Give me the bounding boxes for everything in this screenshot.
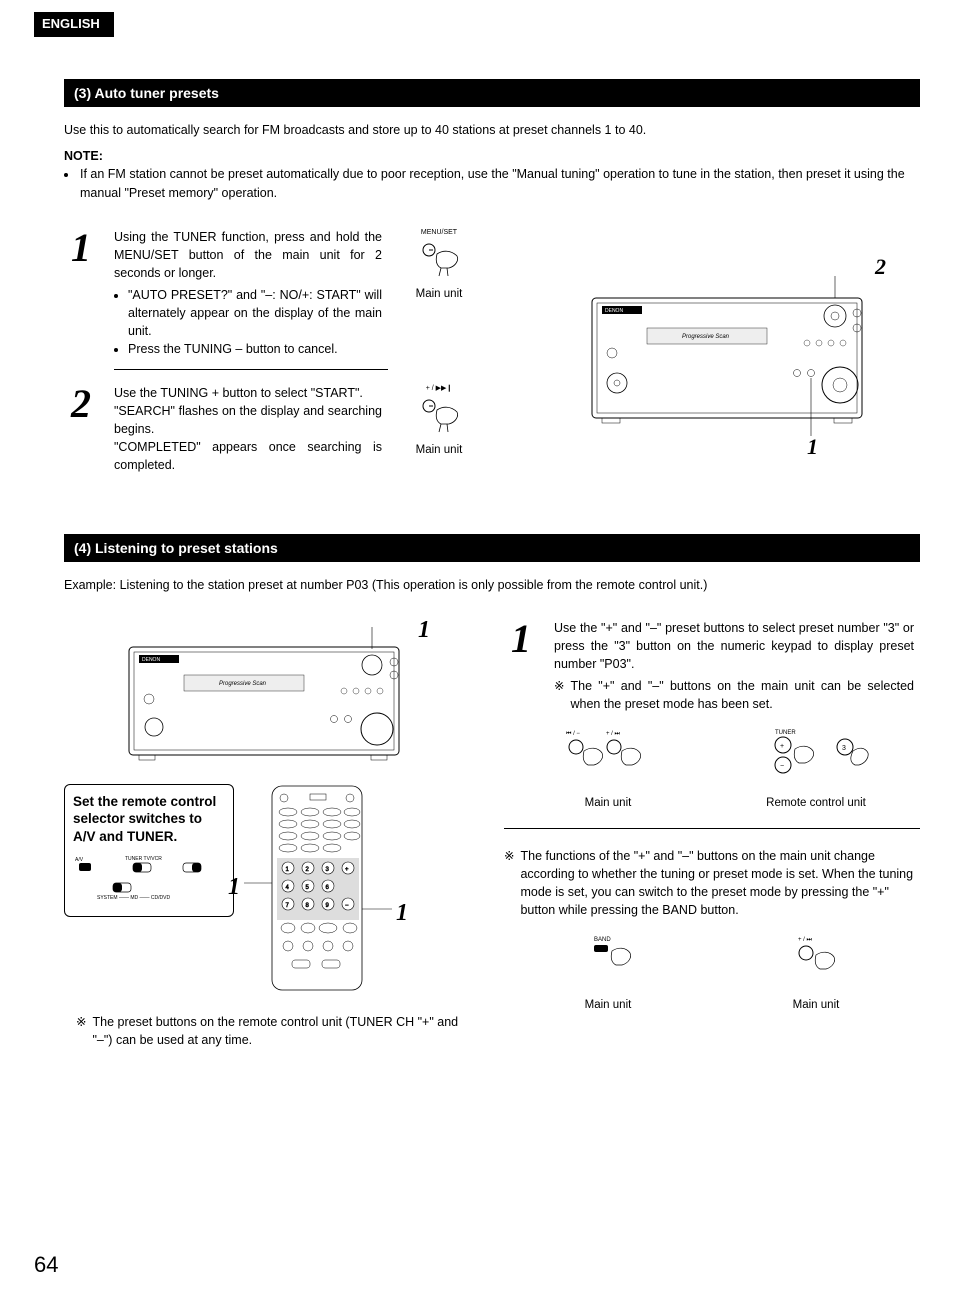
note-label: NOTE: (64, 147, 920, 165)
diagram-ref-1: 1 (418, 613, 430, 648)
svg-text:TUNER: TUNER (775, 730, 796, 736)
svg-text:−: − (345, 903, 349, 909)
section3-title: (3) Auto tuner presets (64, 79, 920, 107)
selector-switch-diagram: A/V TUNER TV/VCR SYSTEM —— MD —— CD/DVD (73, 853, 223, 903)
receiver-front-diagram: 2 DENON Progressive Scan (567, 258, 887, 458)
press-button-icon (417, 240, 461, 280)
svg-text:1: 1 (807, 434, 818, 458)
sec4-step1-subnote: The "+" and "–" buttons on the main unit… (570, 677, 914, 713)
svg-text:DENON: DENON (142, 657, 160, 663)
step1-caption: Main unit (404, 286, 474, 303)
svg-text:+ / ⏭: + / ⏭ (606, 731, 621, 737)
asterisk-icon (504, 847, 514, 920)
section3-intro: Use this to automatically search for FM … (64, 121, 920, 139)
bottom-left-caption: Main unit (578, 997, 638, 1014)
page-number: 64 (34, 1249, 920, 1281)
press-button-icon (417, 396, 461, 436)
bottom-right-caption: Main unit (786, 997, 846, 1014)
svg-text:Progressive Scan: Progressive Scan (219, 681, 267, 687)
section4-example: Example: Listening to the station preset… (64, 576, 920, 594)
step2-caption: Main unit (404, 442, 474, 459)
svg-text:2: 2 (874, 258, 886, 279)
remote-selector-box: Set the remote control selector switches… (64, 784, 234, 918)
step1-number: 1 (64, 228, 98, 370)
receiver-front-diagram-2: DENON Progressive Scan (104, 619, 424, 769)
sec4-step1-number: 1 (504, 619, 538, 714)
step2-body-b: "SEARCH" flashes on the display and sear… (114, 404, 382, 436)
section4-title: (4) Listening to preset stations (64, 534, 920, 562)
sec4-step1-right-caption: Remote control unit (722, 795, 909, 812)
note-item: If an FM station cannot be preset automa… (78, 165, 920, 201)
language-tab: ENGLISH (34, 12, 114, 37)
step1-icon-label: MENU/SET (404, 228, 474, 238)
sec4-step1-left-caption: Main unit (514, 795, 701, 812)
step2-body-c: "COMPLETED" appears once searching is co… (114, 440, 382, 472)
svg-text:A/V: A/V (75, 857, 84, 863)
press-remote-icon: TUNER + − 3 (761, 727, 871, 787)
svg-text:DENON: DENON (605, 308, 623, 314)
svg-text:−: − (780, 763, 784, 770)
svg-text:+ / ⏭: + / ⏭ (798, 937, 813, 943)
step2-number: 2 (64, 384, 98, 475)
remote-ref-a: 1 (228, 870, 240, 905)
step1-bullet-b: Press the TUNING – button to cancel. (128, 340, 382, 358)
press-band-icon: BAND (578, 933, 638, 989)
svg-text:BAND: BAND (594, 937, 611, 943)
sec4-step1-body: Use the "+" and "–" preset buttons to se… (554, 621, 914, 671)
remote-box-title: Set the remote control selector switches… (73, 793, 225, 846)
step1-bullet-a: "AUTO PRESET?" and "–: NO/+: START" will… (128, 286, 382, 340)
step2-icon-label: + / ▶▶❙ (404, 384, 474, 394)
svg-text:SYSTEM —— MD —— CD/DVD: SYSTEM —— MD —— CD/DVD (97, 895, 170, 901)
press-two-buttons-icon: ⏮ / − + / ⏭ (558, 727, 658, 787)
svg-text:TUNER TV/VCR: TUNER TV/VCR (125, 856, 162, 862)
step1-body: Using the TUNER function, press and hold… (114, 230, 382, 280)
svg-text:⏮ / −: ⏮ / − (566, 731, 580, 737)
asterisk-icon (554, 677, 564, 713)
remote-control-diagram: 1 2 3 4 5 6 7 8 9 + − (252, 784, 382, 994)
asterisk-icon (76, 1013, 86, 1049)
svg-text:+: + (345, 867, 349, 873)
remote-ref-b: 1 (396, 896, 408, 931)
svg-text:Progressive Scan: Progressive Scan (682, 334, 730, 340)
mode-note: The functions of the "+" and "–" buttons… (520, 847, 920, 920)
press-plus-icon: + / ⏭ (786, 933, 846, 989)
step2-body-a: Use the TUNING + button to select "START… (114, 386, 363, 400)
svg-text:+: + (780, 743, 784, 750)
svg-text:3: 3 (842, 745, 846, 752)
note-list: If an FM station cannot be preset automa… (64, 165, 920, 201)
preset-note: The preset buttons on the remote control… (92, 1013, 464, 1049)
